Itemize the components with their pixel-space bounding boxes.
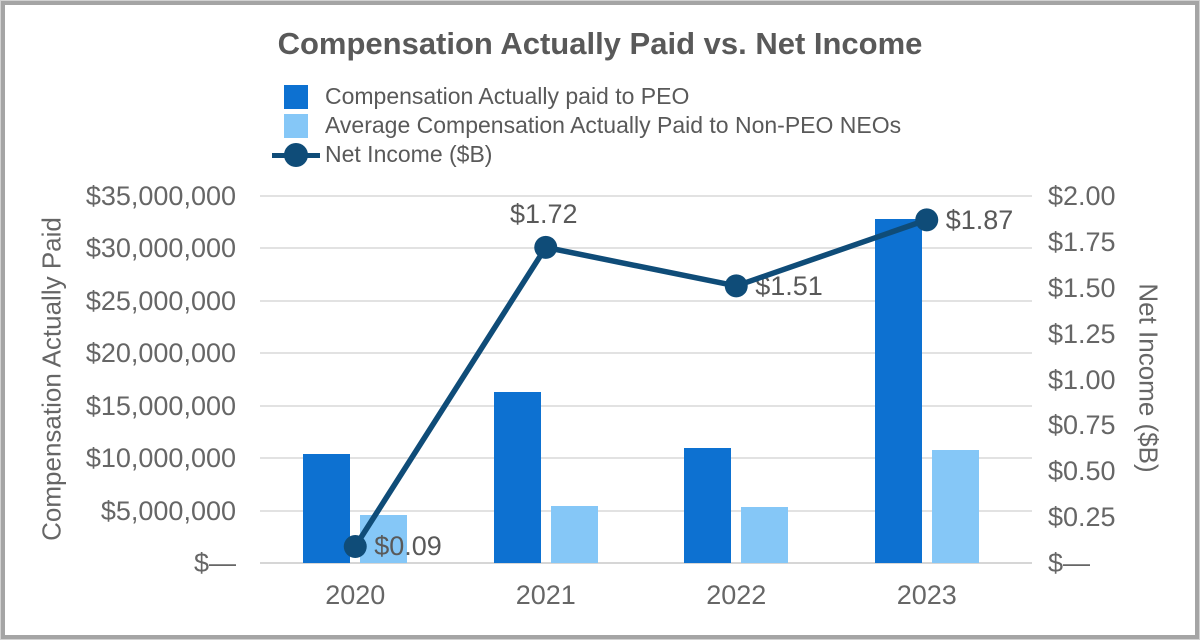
legend: Compensation Actually paid to PEO Averag… — [270, 82, 901, 169]
bar-peo-2023 — [874, 219, 922, 563]
gridline — [260, 404, 1032, 407]
bar-peo-2022 — [684, 447, 732, 563]
bar-peo-2021 — [493, 392, 541, 563]
right-axis-tick-label: $0.25 — [1048, 502, 1116, 533]
right-axis-tick-label: $— — [1048, 548, 1091, 578]
bar-peo-2020 — [303, 453, 351, 563]
net-income-data-label-2023: $1.87 — [945, 204, 1014, 235]
right-axis-tick-label: $1.00 — [1048, 364, 1116, 395]
x-axis-baseline — [260, 562, 1032, 564]
legend-swatch-cell — [270, 113, 322, 138]
bar-non-peo-2022 — [741, 507, 789, 563]
peo-bar-swatch-icon — [284, 84, 308, 109]
left-axis-tick-label: $35,000,000 — [85, 181, 236, 211]
net-income-marker-2023 — [915, 208, 939, 232]
gridline — [260, 299, 1032, 302]
net-income-data-label-2021: $1.72 — [509, 199, 578, 230]
left-axis-tick-label: $5,000,000 — [100, 495, 236, 526]
net-income-data-label-2020: $0.09 — [374, 531, 442, 562]
gridline — [260, 195, 1032, 197]
legend-item-peo: Compensation Actually paid to PEO — [270, 82, 901, 111]
net-income-marker-2020 — [343, 534, 367, 558]
legend-item-non-peo: Average Compensation Actually Paid to No… — [270, 111, 901, 140]
legend-item-net-income: Net Income ($B) — [270, 140, 901, 169]
net-income-line — [352, 217, 928, 548]
right-axis-tick-label: $2.00 — [1048, 181, 1116, 211]
legend-swatch-cell — [270, 142, 322, 167]
line-marker-swatch-icon — [272, 142, 320, 167]
gridline — [260, 509, 1032, 512]
gridline — [260, 352, 1032, 355]
x-axis-label-2023: 2023 — [896, 580, 957, 610]
gridline — [260, 457, 1032, 460]
left-axis-tick-label: $30,000,000 — [85, 233, 236, 264]
x-axis-label-2021: 2021 — [515, 580, 576, 610]
legend-label-net-income: Net Income ($B) — [325, 141, 493, 167]
net-income-marker-2022 — [724, 274, 748, 298]
right-axis-tick-label: $1.25 — [1048, 318, 1116, 349]
left-axis-tick-label: $20,000,000 — [85, 338, 236, 369]
bar-non-peo-2021 — [550, 506, 598, 563]
right-axis-tick-label: $0.75 — [1048, 410, 1116, 441]
right-axis-tick-label: $1.50 — [1048, 272, 1116, 303]
bar-non-peo-2023 — [931, 449, 979, 563]
left-axis-tick-label: $— — [193, 548, 236, 578]
right-axis-tick-label: $0.50 — [1048, 456, 1116, 487]
right-axis-tick-label: $1.75 — [1048, 226, 1116, 257]
net-income-marker-2021 — [534, 235, 558, 259]
gridline — [260, 247, 1032, 250]
legend-label-peo: Compensation Actually paid to PEO — [325, 83, 690, 109]
legend-label-non-peo: Average Compensation Actually Paid to No… — [325, 112, 902, 138]
non-peo-bar-swatch-icon — [284, 113, 308, 138]
x-axis-label-2020: 2020 — [325, 580, 386, 610]
chart-title: Compensation Actually Paid vs. Net Incom… — [277, 26, 923, 61]
left-axis-tick-label: $15,000,000 — [85, 390, 236, 421]
legend-swatch-cell — [270, 84, 322, 109]
left-axis-tick-label: $10,000,000 — [85, 443, 236, 474]
x-axis-label-2022: 2022 — [706, 580, 767, 610]
left-axis-tick-label: $25,000,000 — [85, 285, 236, 316]
